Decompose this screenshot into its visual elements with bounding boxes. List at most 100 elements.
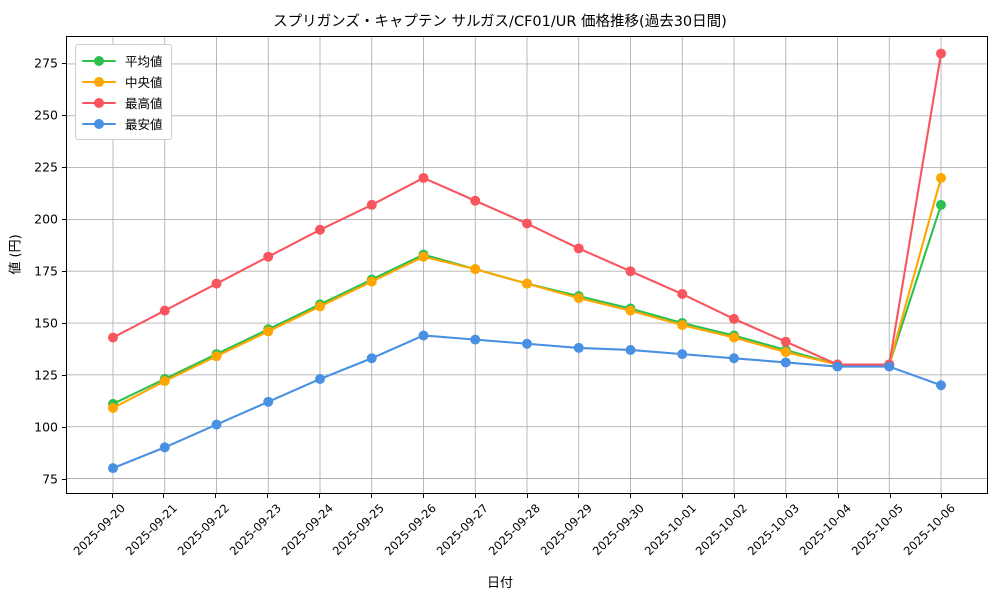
x-tick-mark [682,494,684,498]
data-point [625,344,636,355]
data-point [625,266,636,277]
x-tick-label: 2025-09-23 [226,501,284,559]
data-point [418,330,429,341]
x-tick-mark [474,494,476,498]
x-tick-mark [630,494,632,498]
legend-label: 中央値 [125,75,163,90]
x-tick-mark [267,494,269,498]
x-tick-mark [111,494,113,498]
data-point [573,342,584,353]
legend-marker-icon [82,96,116,110]
legend-item-1[interactable]: 中央値 [82,71,163,92]
data-point [936,48,946,59]
legend-marker-icon [82,75,116,89]
data-point [573,293,584,304]
y-tick-label: 225 [34,159,58,175]
series-1 [108,172,946,414]
data-point [159,376,170,387]
data-point [315,224,325,235]
x-tick-mark [941,494,943,498]
data-point [211,351,222,362]
data-point [366,199,377,210]
series-3 [108,330,946,474]
legend-item-0[interactable]: 平均値 [82,50,163,71]
data-point [780,336,791,347]
data-point [470,334,481,345]
legend-label: 平均値 [125,54,163,69]
data-point [729,332,739,343]
x-tick-mark [215,494,217,498]
series-line [111,203,943,405]
data-point [315,374,325,384]
x-tick-label: 2025-09-21 [122,501,180,559]
data-point [470,195,481,206]
data-point [470,264,481,275]
legend-item-3[interactable]: 最安値 [82,113,163,134]
y-tick-label: 150 [34,315,58,331]
y-tick-label: 75 [42,471,58,487]
y-tick-label: 250 [34,107,58,123]
chart-title: スプリガンズ・キャプテン サルガス/CF01/UR 価格推移(過去30日間) [273,14,727,30]
x-tick-mark [319,494,321,498]
data-point [936,199,946,210]
data-point [522,218,532,229]
data-point [936,380,946,391]
x-tick-mark [163,494,165,498]
data-point [211,419,222,430]
grid-lines [67,37,987,493]
data-point [677,320,688,331]
x-tick-label: 2025-09-25 [330,501,388,559]
chart-legend: 平均値中央値最高値最安値 [75,44,172,140]
x-tick-label: 2025-10-04 [796,501,855,559]
x-tick-mark [889,494,891,498]
data-point [418,172,429,183]
data-point [263,251,274,262]
x-tick-label: 2025-10-02 [693,501,751,559]
y-axis-label: 値 (円) [8,234,24,275]
x-tick-label: 2025-09-29 [537,501,595,559]
plot-area [66,36,988,494]
y-tick-label: 200 [34,211,58,227]
x-tick-label: 2025-09-27 [433,501,492,559]
y-tick-label: 275 [34,55,58,71]
x-tick-mark [370,494,372,498]
data-point [729,353,739,364]
legend-label: 最安値 [125,117,163,132]
data-point [522,278,532,289]
data-point [573,243,584,254]
data-point [108,403,118,414]
data-point [522,338,532,349]
x-axis-label: 日付 [486,576,513,591]
x-tick-label: 2025-09-20 [70,501,128,559]
data-point [108,463,118,474]
data-point [729,313,739,324]
data-point [366,353,377,364]
x-tick-label: 2025-10-05 [848,501,906,559]
data-point [780,357,791,368]
data-point [108,332,118,343]
data-point [159,442,170,453]
y-tick-label: 100 [34,419,58,435]
x-tick-label: 2025-10-06 [900,501,958,559]
legend-item-2[interactable]: 最高値 [82,92,163,113]
data-point [884,361,895,372]
x-tick-label: 2025-09-26 [381,501,440,559]
legend-marker-icon [82,54,116,68]
x-tick-label: 2025-09-24 [278,501,336,559]
data-point [625,305,636,316]
legend-label: 最高値 [125,96,163,111]
data-point [677,289,688,300]
x-tick-mark [837,494,839,498]
data-point [832,361,843,372]
x-tick-mark [733,494,735,498]
series-line [111,52,943,366]
x-tick-mark [578,494,580,498]
x-tick-label: 2025-10-01 [641,501,699,559]
x-tick-mark [422,494,424,498]
data-point [418,251,429,262]
legend-marker-icon [82,117,116,131]
x-tick-label: 2025-10-03 [745,501,803,559]
x-tick-mark [785,494,787,498]
data-point [936,172,946,183]
data-point [263,326,274,337]
